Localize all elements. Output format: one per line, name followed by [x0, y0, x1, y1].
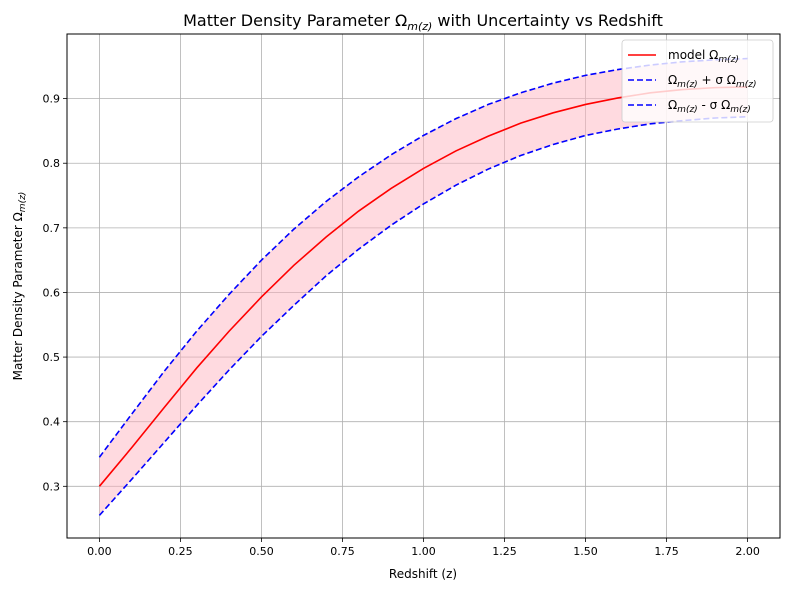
y-tick-label: 0.9 — [43, 93, 61, 106]
legend: model Ωm(z) Ωm(z) + σ Ωm(z) Ωm(z) - σ Ωm(z… — [621, 39, 774, 123]
x-axis-label: Redshift (z) — [389, 567, 457, 581]
legend-label: model Ωm(z) — [668, 48, 739, 65]
x-tick-label: 1.00 — [411, 545, 436, 558]
x-tick-label: 0.75 — [330, 545, 355, 558]
x-tick-label: 0.50 — [249, 545, 274, 558]
x-tick-label: 2.00 — [735, 545, 760, 558]
x-tick-label: 0.25 — [168, 545, 193, 558]
legend-box — [621, 39, 774, 123]
y-axis-ticks: 0.3 0.4 0.5 0.6 0.7 0.8 0.9 — [43, 93, 67, 493]
x-tick-label: 1.75 — [654, 545, 679, 558]
y-axis-label: Matter Density Parameter Ωm(z) — [11, 192, 28, 381]
chart-title: Matter Density Parameter Ωm(z) with Unce… — [183, 11, 663, 33]
legend-label: Ωm(z) - σ Ωm(z) — [668, 98, 751, 115]
x-tick-label: 1.25 — [492, 545, 517, 558]
x-tick-label: 1.50 — [573, 545, 598, 558]
y-tick-label: 0.8 — [43, 157, 61, 170]
x-axis-ticks: 0.00 0.25 0.50 0.75 1.00 1.25 1.50 1.75 2.00 — [87, 538, 760, 558]
x-tick-label: 0.00 — [87, 545, 112, 558]
y-tick-label: 0.5 — [43, 351, 61, 364]
lower-bound-line — [98, 115, 748, 516]
grid — [67, 34, 780, 538]
y-tick-label: 0.4 — [43, 416, 61, 429]
legend-label: Ωm(z) + σ Ωm(z) — [668, 73, 756, 90]
y-tick-label: 0.6 — [43, 286, 61, 299]
y-tick-label: 0.3 — [43, 480, 61, 493]
y-tick-label: 0.7 — [43, 222, 61, 235]
